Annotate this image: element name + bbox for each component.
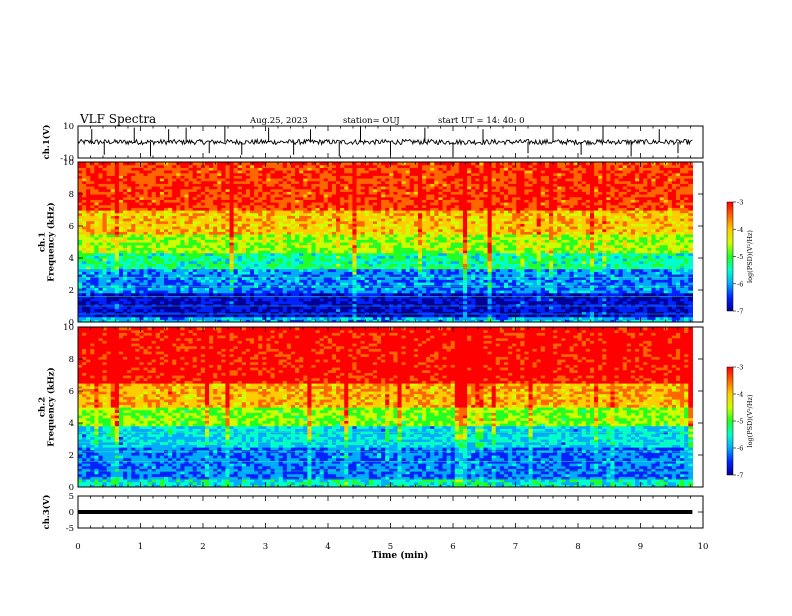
start-time-label: start UT = 14: 40: 0 (438, 116, 525, 126)
ch1-voltage-trace (78, 140, 692, 145)
ch1-voltage-panel (78, 126, 692, 156)
ch1-spectrogram-panel (78, 162, 693, 323)
figure-title: VLF Spectra (79, 112, 156, 126)
date-label: Aug.25, 2023 (249, 116, 308, 126)
station-label: station= OUJ (343, 116, 400, 126)
